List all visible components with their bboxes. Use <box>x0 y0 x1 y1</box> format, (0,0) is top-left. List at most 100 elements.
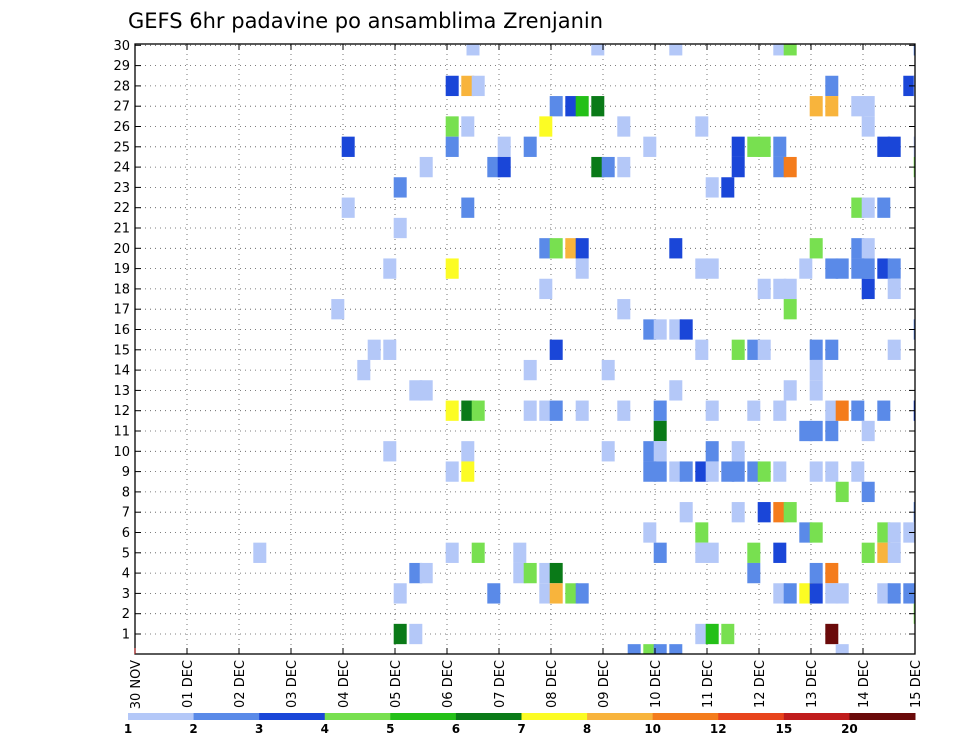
heatmap-cell <box>601 359 615 381</box>
heatmap-cell <box>887 136 901 157</box>
heatmap-cell <box>825 420 839 442</box>
heatmap-cell <box>705 177 719 198</box>
heatmap-cell <box>627 644 641 654</box>
colorbar-label: 12 <box>710 722 727 736</box>
heatmap-cell <box>705 461 719 482</box>
heatmap-cell <box>549 562 563 584</box>
heatmap-cell <box>539 583 553 604</box>
heatmap-cell <box>783 380 797 401</box>
heatmap-cell <box>825 562 839 584</box>
y-tick-label: 5 <box>122 546 130 561</box>
heatmap-cell <box>643 441 657 462</box>
heatmap-cell <box>653 420 667 442</box>
y-tick-label: 10 <box>113 445 130 460</box>
heatmap-cell <box>731 156 745 178</box>
heatmap-cell <box>783 502 797 523</box>
heatmap-cell <box>747 400 761 421</box>
heatmap-cell <box>747 542 761 563</box>
heatmap-cell <box>809 380 823 401</box>
heatmap-cell <box>799 583 813 604</box>
y-tick-label: 1 <box>122 628 130 643</box>
heatmap-cell <box>861 116 875 137</box>
heatmap-cell <box>851 461 865 482</box>
heatmap-cell <box>835 583 849 604</box>
heatmap-cell <box>617 299 631 320</box>
heatmap-cell <box>705 400 719 421</box>
y-tick-label: 6 <box>122 526 130 541</box>
heatmap-cell <box>653 644 667 654</box>
heatmap-cell <box>877 522 891 543</box>
y-tick-label: 15 <box>113 343 130 358</box>
heatmap-cell <box>331 299 345 320</box>
heatmap-cell <box>471 75 485 97</box>
heatmap-cell <box>825 461 839 482</box>
heatmap-cell <box>591 44 605 56</box>
x-tick-label: 10 DEC <box>649 660 664 708</box>
colorbar-swatch <box>783 713 850 720</box>
colorbar-label: 15 <box>775 722 792 736</box>
heatmap-cell <box>695 542 709 563</box>
heatmap-cell <box>731 136 745 157</box>
heatmap-cell <box>643 319 657 340</box>
heatmap-cell <box>461 197 475 218</box>
heatmap-cell <box>513 542 527 563</box>
heatmap-cell <box>877 197 891 218</box>
heatmap-cell <box>887 522 901 543</box>
colorbar-swatch <box>652 713 719 720</box>
heatmap-cell <box>861 278 875 300</box>
heatmap-cell <box>705 623 719 645</box>
heatmap-cell <box>773 278 787 300</box>
heatmap-cell <box>445 75 459 97</box>
heatmap-cell <box>877 583 891 604</box>
heatmap-cell <box>747 339 761 360</box>
heatmap-cell <box>471 542 485 563</box>
heatmap-cell <box>549 96 563 117</box>
heatmap-cell <box>825 583 839 604</box>
heatmap-cell <box>653 461 667 482</box>
heatmap-cell <box>575 400 589 421</box>
heatmap-cell <box>445 461 459 482</box>
colorbar-swatch <box>587 713 654 720</box>
colorbar-label: 5 <box>386 722 394 736</box>
colorbar-label: 20 <box>841 722 858 736</box>
x-tick-label: 15 DEC <box>909 660 924 708</box>
heatmap-cell <box>669 44 683 56</box>
heatmap-cell <box>861 542 875 563</box>
heatmap-cell <box>851 197 865 218</box>
chart-title: GEFS 6hr padavine po ansamblima Zrenjani… <box>128 9 603 33</box>
y-tick-label: 8 <box>122 485 130 500</box>
heatmap-cell <box>575 96 589 117</box>
colorbar-swatch <box>324 713 391 720</box>
heatmap-cell <box>393 623 407 645</box>
heatmap-cell <box>419 380 433 401</box>
heatmap-cells <box>253 44 915 654</box>
heatmap-cell <box>445 400 459 421</box>
heatmap-cell <box>497 156 511 178</box>
heatmap-cell <box>523 400 537 421</box>
heatmap-cell <box>887 258 901 279</box>
heatmap-cell <box>539 278 553 300</box>
heatmap-cell <box>445 116 459 137</box>
heatmap-cell <box>809 238 823 259</box>
heatmap-cell <box>825 75 839 97</box>
heatmap-cell <box>799 522 813 543</box>
heatmap-cell <box>809 339 823 360</box>
colorbar-label: 7 <box>517 722 525 736</box>
heatmap-cell <box>523 136 537 157</box>
heatmap-cell <box>747 562 761 584</box>
heatmap-cell <box>695 461 709 482</box>
heatmap-cell <box>809 583 823 604</box>
heatmap-cell <box>549 238 563 259</box>
heatmap-cell <box>679 461 693 482</box>
colorbar-label: 2 <box>189 722 197 736</box>
heatmap-cell <box>783 156 797 178</box>
heatmap-cell <box>419 156 433 178</box>
heatmap-cell <box>809 96 823 117</box>
x-tick-label: 14 DEC <box>857 660 872 708</box>
x-tick-label: 01 DEC <box>181 660 196 708</box>
heatmap-cell <box>393 177 407 198</box>
heatmap-cell <box>393 217 407 239</box>
x-tick-label: 03 DEC <box>285 660 300 708</box>
heatmap-cell <box>731 502 745 523</box>
heatmap-cell <box>617 116 631 137</box>
